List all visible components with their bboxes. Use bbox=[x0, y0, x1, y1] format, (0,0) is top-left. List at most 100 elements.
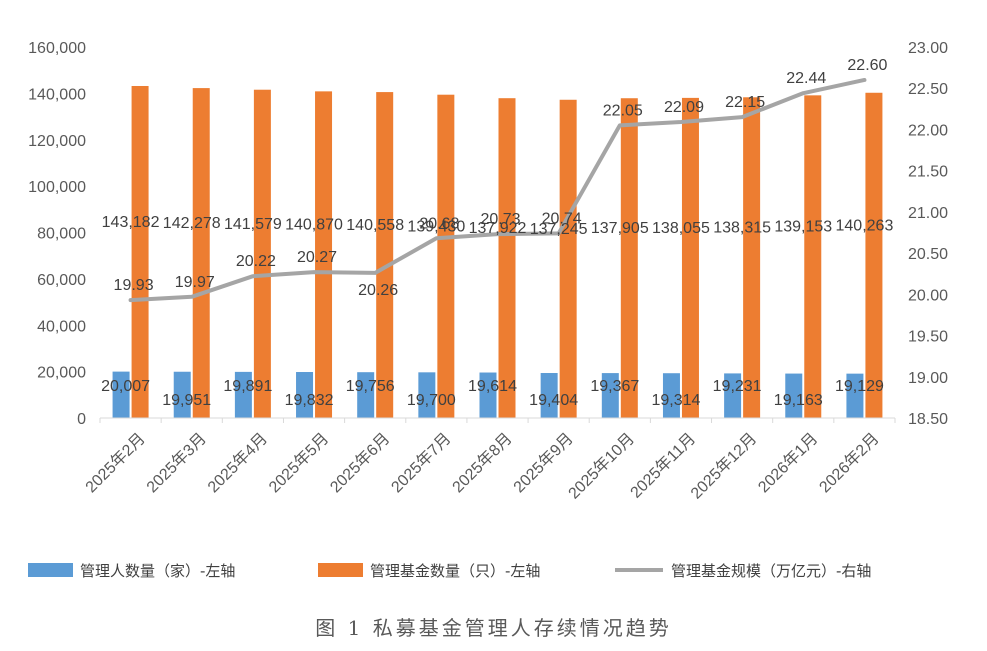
x-tick-label: 2025年4月 bbox=[204, 429, 271, 496]
y-right-tick-label: 19.00 bbox=[908, 370, 948, 387]
legend-label-managers: 管理人数量（家）-左轴 bbox=[80, 562, 235, 580]
data-label-managers: 19,231 bbox=[713, 378, 762, 395]
y-right-tick-label: 21.50 bbox=[908, 164, 948, 181]
x-tick-label: 2025年6月 bbox=[327, 429, 394, 496]
y-right-tick-label: 22.50 bbox=[908, 81, 948, 98]
y-left-tick-label: 120,000 bbox=[28, 133, 86, 150]
data-label-scale: 20.74 bbox=[542, 210, 582, 227]
data-label-managers: 19,163 bbox=[774, 392, 823, 409]
data-label-funds: 138,055 bbox=[652, 220, 710, 237]
bar-managers bbox=[724, 373, 742, 418]
bar-managers bbox=[112, 371, 130, 418]
data-label-managers: 19,367 bbox=[590, 378, 639, 395]
data-label-funds: 137,245 bbox=[530, 221, 588, 238]
bar-managers bbox=[662, 373, 680, 418]
y-right-tick-label: 21.00 bbox=[908, 205, 948, 222]
bar-funds bbox=[681, 97, 699, 418]
line-group bbox=[128, 77, 867, 303]
bar-funds bbox=[620, 98, 638, 418]
bar-managers bbox=[173, 371, 191, 418]
line-scale bbox=[128, 77, 867, 303]
bar-funds bbox=[315, 91, 333, 418]
y-left-tick-label: 20,000 bbox=[37, 365, 86, 382]
y-left-tick-label: 140,000 bbox=[28, 86, 86, 103]
data-label-managers: 19,832 bbox=[285, 392, 334, 409]
data-label-funds: 138,315 bbox=[713, 220, 771, 237]
y-axis-left: 0 20,000 40,000 60,000 80,000 100,000 120,000 1… bbox=[28, 40, 86, 428]
data-label-managers: 20,007 bbox=[101, 378, 150, 395]
x-tick-label: 2025年10月 bbox=[565, 429, 638, 502]
bar-managers bbox=[846, 373, 864, 418]
y-right-tick-label: 22.00 bbox=[908, 122, 948, 139]
data-label-scale: 22.44 bbox=[786, 70, 826, 87]
x-tick-label: 2025年2月 bbox=[82, 429, 149, 496]
y-left-tick-label: 0 bbox=[77, 411, 86, 428]
bar-funds bbox=[498, 98, 516, 418]
data-label-managers: 19,700 bbox=[407, 392, 456, 409]
data-label-managers: 19,129 bbox=[835, 378, 884, 395]
y-axis-right: 18.50 19.00 19.50 20.00 20.50 21.00 21.50 22.00… bbox=[908, 40, 948, 428]
data-label-funds: 137,922 bbox=[469, 220, 527, 237]
data-label-scale: 19.93 bbox=[114, 277, 154, 294]
legend-label-funds: 管理基金数量（只）-左轴 bbox=[370, 562, 540, 580]
bar-funds bbox=[376, 92, 394, 418]
bar-funds bbox=[131, 85, 149, 418]
data-label-scale: 19.97 bbox=[175, 274, 215, 291]
bar-managers bbox=[479, 372, 497, 418]
data-label-scale: 20.22 bbox=[236, 253, 276, 270]
legend: 管理人数量（家）-左轴 管理基金数量（只）-左轴 管理基金规模（万亿元）-右轴 bbox=[28, 562, 871, 580]
y-left-tick-label: 60,000 bbox=[37, 272, 86, 289]
data-label-funds: 141,579 bbox=[224, 216, 282, 233]
bar-managers bbox=[785, 373, 803, 418]
data-label-scale: 20.26 bbox=[358, 282, 398, 299]
bar-managers bbox=[540, 373, 558, 418]
data-label-funds: 139,153 bbox=[774, 219, 832, 236]
data-label-scale: 20.27 bbox=[297, 249, 337, 266]
legend-label-scale: 管理基金规模（万亿元）-右轴 bbox=[671, 562, 871, 580]
data-label-managers: 19,756 bbox=[346, 378, 395, 395]
bar-funds bbox=[804, 95, 822, 418]
data-label-scale: 22.05 bbox=[603, 102, 643, 119]
x-tick-label: 2026年2月 bbox=[816, 429, 883, 496]
x-tick-label: 2025年12月 bbox=[687, 429, 760, 502]
bar-managers bbox=[601, 373, 619, 418]
x-tick-label: 2025年5月 bbox=[265, 429, 332, 496]
data-label-funds: 139,430 bbox=[407, 218, 465, 235]
data-label-managers: 19,404 bbox=[529, 392, 578, 409]
data-label-managers: 19,314 bbox=[651, 392, 700, 409]
bar-managers bbox=[296, 372, 314, 418]
x-tick-label: 2025年9月 bbox=[510, 429, 577, 496]
figure-caption: 图 1 私募基金管理人存续情况趋势 bbox=[315, 616, 672, 640]
data-label-scale: 22.15 bbox=[725, 94, 765, 111]
data-label-funds: 140,263 bbox=[836, 217, 894, 234]
legend-swatch-managers bbox=[28, 563, 73, 577]
bar-managers bbox=[357, 372, 375, 418]
data-label-scale: 22.09 bbox=[664, 99, 704, 116]
y-left-tick-label: 100,000 bbox=[28, 179, 86, 196]
y-left-tick-label: 160,000 bbox=[28, 40, 86, 57]
x-tick-label: 2025年8月 bbox=[449, 429, 516, 496]
bar-funds bbox=[865, 92, 883, 418]
bar-funds bbox=[743, 97, 761, 418]
y-right-tick-label: 20.00 bbox=[908, 287, 948, 304]
y-right-tick-label: 23.00 bbox=[908, 40, 948, 57]
bar-managers bbox=[234, 371, 252, 418]
legend-swatch-funds bbox=[318, 563, 363, 577]
y-right-tick-label: 18.50 bbox=[908, 411, 948, 428]
data-label-funds: 137,905 bbox=[591, 220, 649, 237]
bars-group bbox=[112, 85, 883, 419]
data-label-funds: 142,278 bbox=[163, 215, 221, 232]
data-label-funds: 140,558 bbox=[346, 217, 404, 234]
bar-funds bbox=[437, 94, 455, 418]
x-tick-label: 2026年1月 bbox=[755, 429, 822, 496]
x-tick-label: 2025年3月 bbox=[143, 429, 210, 496]
y-right-tick-label: 20.50 bbox=[908, 246, 948, 263]
data-label-managers: 19,891 bbox=[223, 378, 272, 395]
data-labels: 20,007 19,951 19,891 19,832 19,756 19,700 19,6… bbox=[101, 57, 893, 409]
bar-funds bbox=[559, 99, 577, 418]
data-label-managers: 19,614 bbox=[468, 378, 517, 395]
y-left-tick-label: 40,000 bbox=[37, 318, 86, 335]
data-label-scale: 20.73 bbox=[480, 211, 520, 228]
